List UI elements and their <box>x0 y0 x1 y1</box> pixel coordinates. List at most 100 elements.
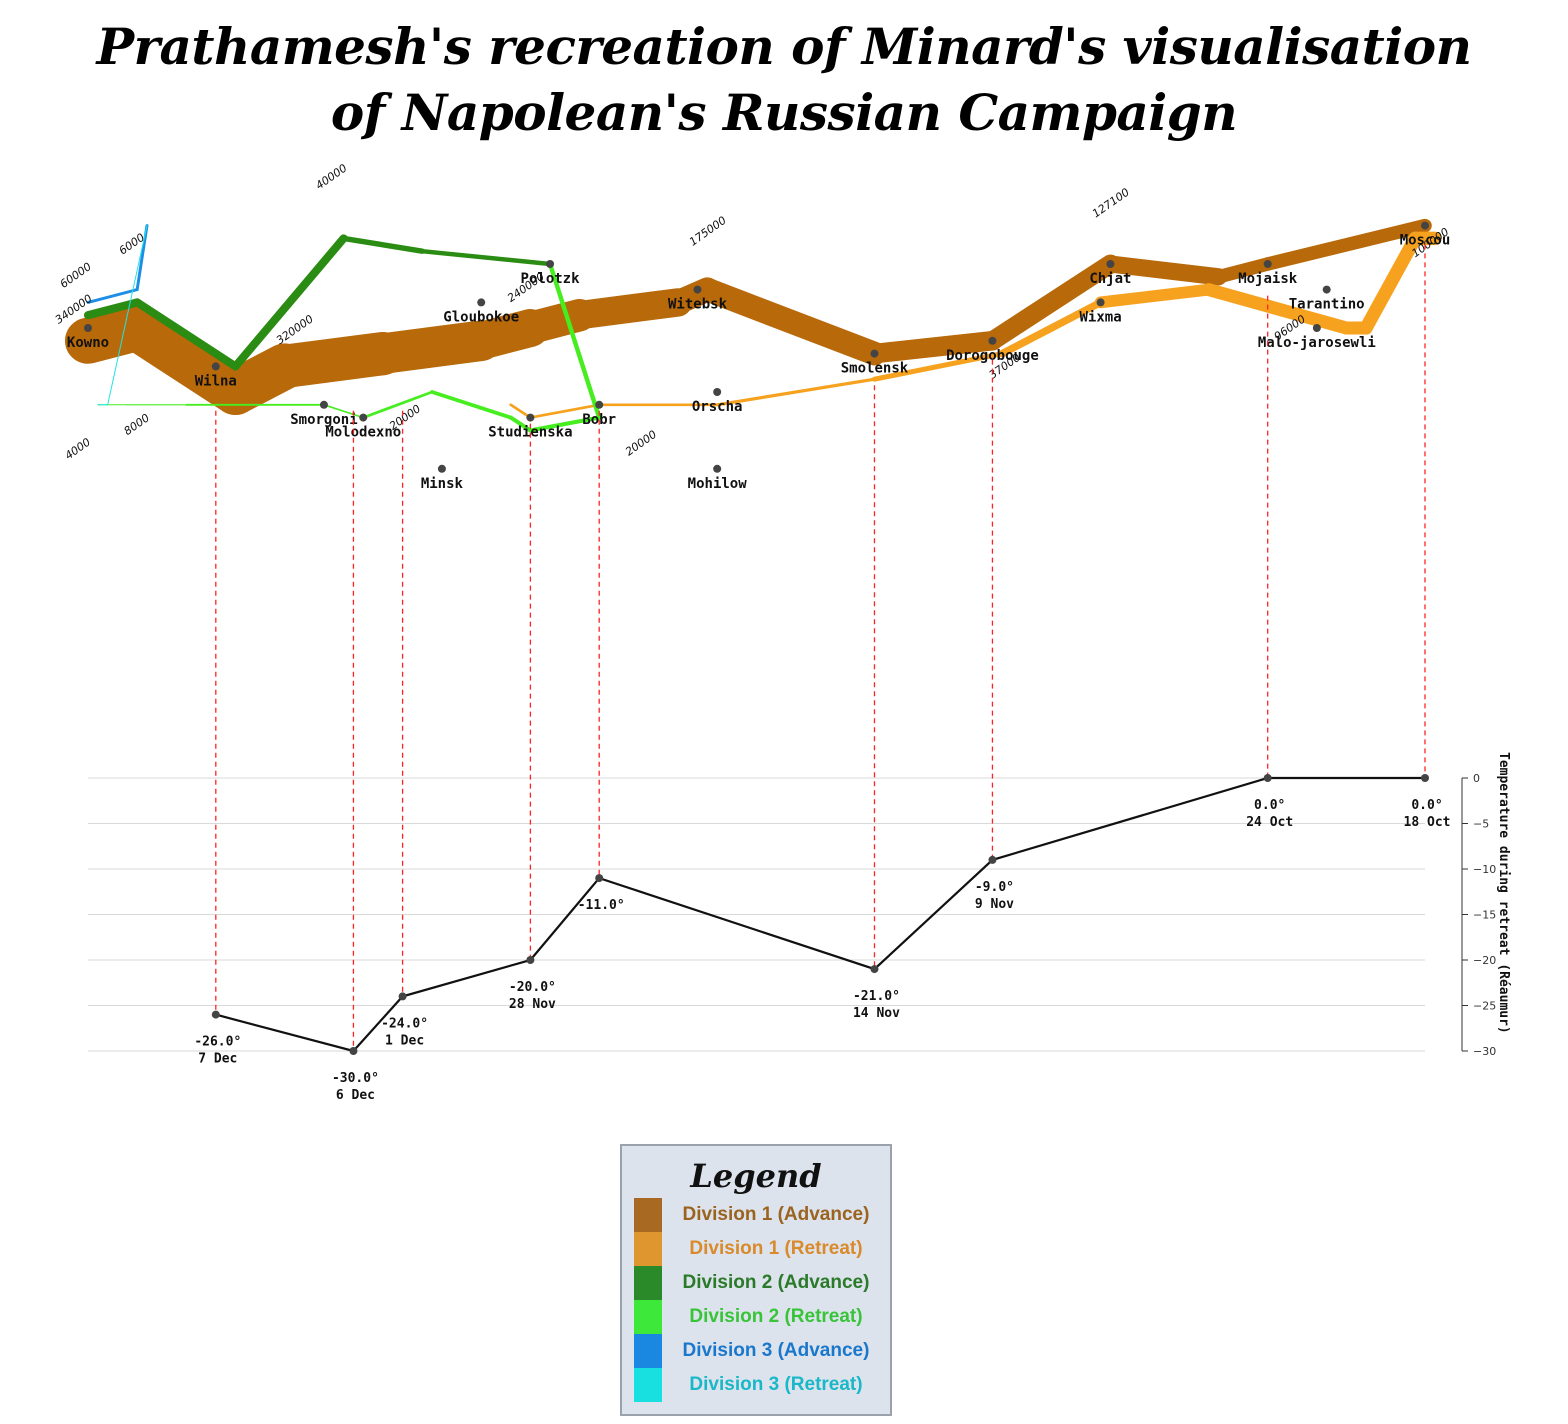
legend-label: Division 3 (Advance) <box>682 1340 870 1361</box>
city-label-smolensk: Smolensk <box>841 361 909 377</box>
temperature-value-label: -24.0° <box>381 1016 428 1031</box>
city-marker-gloubokoe <box>477 298 486 307</box>
legend-swatch <box>634 1232 662 1266</box>
temperature-date-label: 24 Oct <box>1246 815 1293 830</box>
temp-axis-tick-label: −20 <box>1473 954 1496 967</box>
flow-segment-division-1-advance <box>695 277 887 366</box>
city-marker-smolensk <box>870 349 879 358</box>
flow-segment-division-1-advance <box>982 254 1120 351</box>
flow-segment-division-1-retreat <box>1359 231 1422 335</box>
temperature-value-label: 0.0° <box>1411 798 1442 813</box>
flow-segment-division-1-retreat <box>871 351 1005 382</box>
city-label-molodexno: Molodexno <box>325 425 401 441</box>
legend-item-division-2-advance: Division 2 (Advance) <box>634 1266 890 1300</box>
temperature-value-label: -21.0° <box>853 989 900 1004</box>
troop-count-label: 60000 <box>58 260 94 291</box>
temperature-value-label: -11.0° <box>578 898 625 913</box>
series-division-3-advance <box>86 224 149 304</box>
city-label-chjat: Chjat <box>1089 271 1131 287</box>
flow-segment-division-1-retreat <box>1202 283 1353 335</box>
troop-count-label: 8000 <box>122 411 152 438</box>
city-marker-bobr <box>595 400 604 409</box>
temperature-value-label: -20.0° <box>509 980 556 995</box>
city-marker-kowno <box>84 324 92 332</box>
flow-segment-division-1-retreat <box>529 403 601 419</box>
legend-swatch <box>634 1198 662 1232</box>
temp-axis-tick-label: 0 <box>1473 772 1480 785</box>
temperature-date-label: 1 Dec <box>385 1033 424 1048</box>
legend-label: Division 1 (Advance) <box>682 1204 870 1225</box>
flow-segment-division-1-retreat <box>715 377 877 407</box>
flow-segment-division-2-advance <box>340 235 425 254</box>
temperature-date-label: 7 Dec <box>198 1052 237 1067</box>
legend: Legend Division 1 (Advance) Division 1 (R… <box>620 1144 892 1416</box>
city-label-wilna: Wilna <box>195 373 237 389</box>
series-division-2-retreat <box>97 261 602 433</box>
legend-item-division-3-retreat: Division 3 (Retreat) <box>634 1368 890 1402</box>
temperature-point <box>1263 774 1272 782</box>
series-division-1-advance <box>65 218 1432 415</box>
flow-segment-division-1-retreat <box>1094 283 1215 309</box>
temperature-value-label: -9.0° <box>975 880 1014 895</box>
flow-segment-division-2-retreat <box>430 390 513 420</box>
temperature-date-label: 6 Dec <box>336 1088 375 1103</box>
city-label-witebsk: Witebsk <box>668 297 728 313</box>
legend-swatch <box>634 1300 662 1334</box>
city-label-minsk: Minsk <box>421 476 464 492</box>
temp-axis-tick-label: −15 <box>1473 909 1496 922</box>
city-marker-wixma <box>1096 298 1105 307</box>
city-marker-orscha <box>713 388 722 396</box>
chart-title-line-1: Prathamesh's recreation of Minard's visu… <box>96 17 1472 76</box>
city-label-malo-jarosewli: Malo-jarosewli <box>1258 335 1376 351</box>
temperature-point <box>988 855 997 864</box>
city-marker-smorgoni <box>319 400 328 409</box>
temperature-value-label: -26.0° <box>194 1035 241 1050</box>
city-marker-molodexno <box>359 413 368 422</box>
flow-segment-division-2-retreat <box>361 390 434 419</box>
city-marker-mohilow <box>713 464 722 473</box>
city-marker-wilna <box>211 362 220 371</box>
temperature-date-label: 18 Oct <box>1404 815 1451 830</box>
city-marker-dorogobouge <box>988 336 997 345</box>
temp-axis-title: Temperature during retreat (Réaumur) <box>1496 752 1511 1034</box>
legend-item-division-3-advance: Division 3 (Advance) <box>634 1334 890 1368</box>
series-division-1-retreat <box>509 231 1442 419</box>
legend-item-division-2-retreat: Division 2 (Retreat) <box>634 1300 890 1334</box>
city-label-moscou: Moscou <box>1400 233 1451 249</box>
city-label-smorgoni: Smorgoni <box>290 412 357 428</box>
temp-axis-tick-label: −25 <box>1473 1000 1496 1013</box>
city-label-mojaisk: Mojaisk <box>1238 271 1298 287</box>
legend-label: Division 2 (Retreat) <box>689 1306 863 1327</box>
minard-chart: 3400006000060004000032000024000017500012… <box>53 161 1511 1103</box>
city-label-dorogobouge: Dorogobouge <box>946 348 1039 364</box>
temp-axis-tick-label: −10 <box>1473 863 1496 876</box>
city-marker-chjat <box>1106 260 1115 268</box>
flow-segment-division-3-advance <box>135 224 149 292</box>
flow-map: 3400006000060004000032000024000017500012… <box>53 161 1452 491</box>
legend-swatch <box>634 1334 662 1368</box>
city-label-mohilow: Mohilow <box>688 476 748 492</box>
temperature-value-label: 0.0° <box>1254 798 1285 813</box>
legend-swatch <box>634 1266 662 1300</box>
temp-axis-tick-label: −30 <box>1473 1045 1496 1058</box>
chart-title-line-2: of Napolean's Russian Campaign <box>330 83 1238 142</box>
city-marker-malo-jarosewli <box>1312 324 1321 332</box>
flow-segment-division-2-retreat <box>323 403 365 419</box>
flow-segment-division-1-advance <box>1211 257 1275 284</box>
city-label-tarantino: Tarantino <box>1289 297 1365 313</box>
city-label-kowno: Kowno <box>67 335 109 351</box>
temperature-value-label: -30.0° <box>332 1071 379 1086</box>
troop-count-label: 4000 <box>63 436 93 463</box>
temperature-point <box>1421 774 1429 782</box>
flow-segment-division-1-retreat <box>998 298 1105 358</box>
flow-segment-division-2-advance <box>231 234 348 371</box>
flow-segment-division-1-advance <box>565 288 693 330</box>
flow-segment-division-1-advance <box>1101 255 1228 286</box>
temperature-point <box>595 874 604 883</box>
temperature-point <box>349 1047 358 1055</box>
city-marker-mojaisk <box>1263 260 1272 268</box>
temperature-date-label: 9 Nov <box>975 897 1014 912</box>
temperature-date-label: 28 Nov <box>509 997 556 1012</box>
legend-swatch <box>634 1368 662 1402</box>
